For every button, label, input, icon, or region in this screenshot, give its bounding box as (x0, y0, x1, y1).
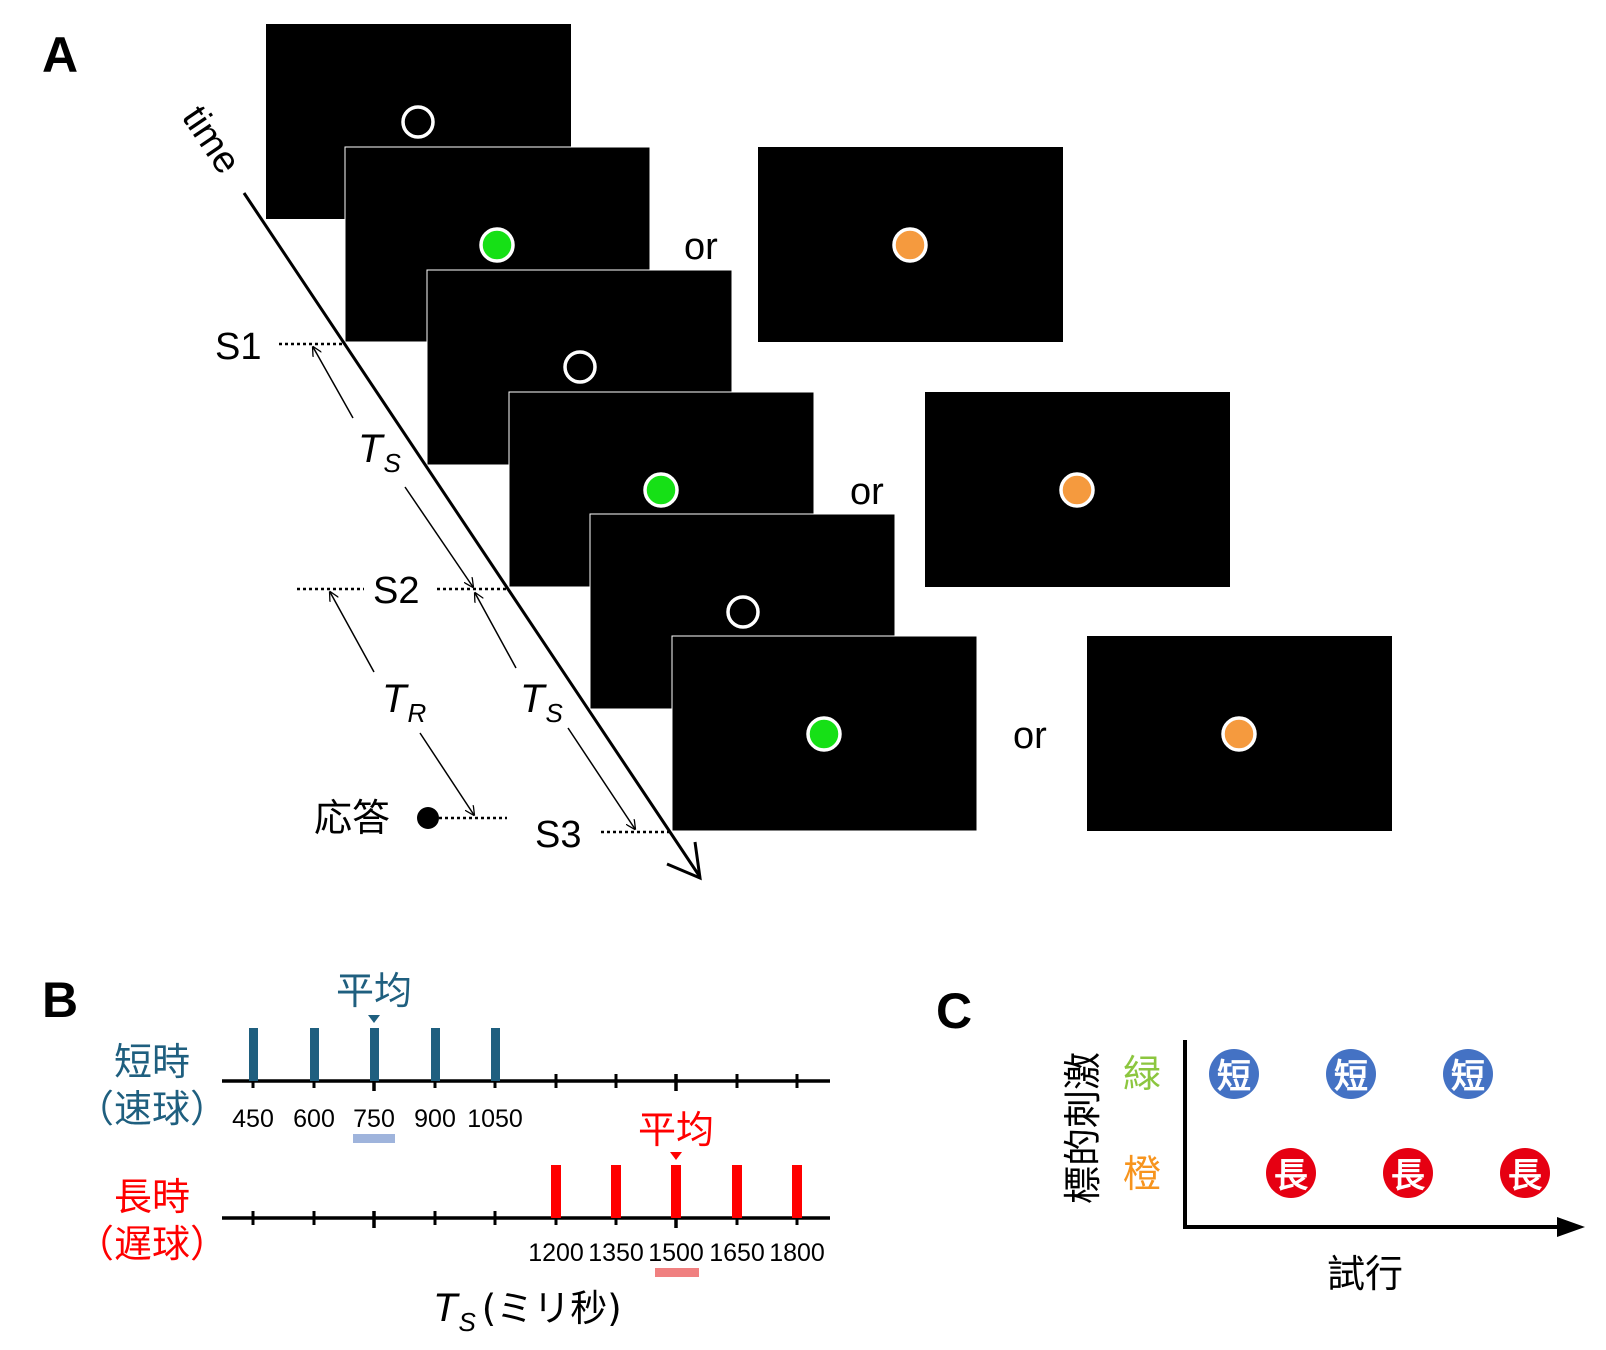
target-frame-1-orange (758, 147, 1063, 342)
short-trial-char: 短 (1334, 1057, 1368, 1097)
fixation-circle-icon (563, 350, 597, 384)
green-target-icon (806, 716, 842, 752)
response-dot-icon (417, 807, 439, 829)
long-bar-1650 (732, 1165, 742, 1218)
long-bar-1800 (792, 1165, 802, 1218)
orange-target-icon (892, 227, 928, 263)
long-tick-label: 1800 (769, 1239, 825, 1267)
long-trial-char: 長 (1274, 1156, 1309, 1196)
green-target-icon (643, 472, 679, 508)
tr-label: TR (382, 677, 426, 728)
short-bar-900 (431, 1028, 440, 1081)
long-bar-1350 (611, 1165, 621, 1218)
short-bars (249, 1028, 500, 1081)
x-axis-arrowhead-icon (1557, 1217, 1585, 1237)
short-mean-label: 平均 (336, 969, 412, 1013)
long-trial-char: 長 (1391, 1156, 1426, 1196)
long-bars (551, 1165, 802, 1218)
short-tick-label: 600 (293, 1105, 335, 1133)
response-label: 応答 (314, 796, 390, 840)
green-row-label: 緑 (1123, 1052, 1161, 1096)
long-label-line2: （遅球） (76, 1222, 228, 1266)
time-arrow (242, 192, 702, 881)
target-frame-3-green (671, 635, 978, 832)
panel-c: C 標的刺激 緑 橙 試行 短 短 短 長 長 (936, 983, 1585, 1296)
long-trial-2: 長 (1383, 1148, 1433, 1198)
short-trial-char: 短 (1217, 1057, 1251, 1097)
short-label-line1: 短時 (114, 1040, 190, 1084)
or-label-1: or (684, 226, 718, 268)
panel-a-letter: A (42, 27, 78, 83)
long-tick-label: 1650 (709, 1239, 765, 1267)
short-tick-label: 750 (353, 1105, 395, 1133)
panel-a: A (42, 24, 1392, 881)
long-trial-1: 長 (1266, 1148, 1316, 1198)
orange-target-icon (1059, 472, 1095, 508)
short-mean-pointer-icon (368, 1015, 380, 1023)
long-bar-1200 (551, 1165, 561, 1218)
long-mean-pointer-icon (670, 1152, 682, 1160)
ts-label-1: TS (358, 427, 401, 478)
ts-label-2: TS (520, 677, 563, 728)
short-bar-750 (370, 1028, 379, 1081)
long-bar-1500 (671, 1165, 681, 1218)
panel-c-y-label: 標的刺激 (1061, 1052, 1105, 1204)
short-mean-underline (353, 1134, 395, 1143)
short-tick-label: 1050 (467, 1105, 523, 1133)
tr-arrow (330, 592, 474, 815)
short-trial-1: 短 (1209, 1049, 1259, 1099)
target-frame-2-orange (925, 392, 1230, 587)
panel-c-letter: C (936, 983, 972, 1039)
long-tick-label: 1350 (588, 1239, 644, 1267)
s1-label: S1 (215, 326, 261, 368)
long-mean-label: 平均 (638, 1108, 714, 1152)
long-trial-char: 長 (1508, 1156, 1543, 1196)
long-tick-label: 1500 (648, 1239, 704, 1267)
short-trial-2: 短 (1326, 1049, 1376, 1099)
short-trial-3: 短 (1443, 1049, 1493, 1099)
orange-target-icon (1221, 716, 1257, 752)
panel-c-axes (1183, 1040, 1585, 1237)
fixation-circle-icon (726, 595, 760, 629)
short-label-line2: （速球） (76, 1087, 228, 1131)
s2-label: S2 (373, 570, 419, 612)
short-bar-450 (249, 1028, 258, 1081)
long-label-line1: 長時 (114, 1175, 190, 1219)
panel-b-letter: B (42, 972, 78, 1028)
short-trial-char: 短 (1451, 1057, 1485, 1097)
or-label-2: or (850, 471, 884, 513)
ts-arrow-2 (475, 593, 635, 829)
s3-label: S3 (535, 814, 581, 856)
green-target-icon (479, 227, 515, 263)
panel-b-axis-title: TS (ミリ秒) (433, 1286, 622, 1337)
fixation-circle-icon (401, 105, 435, 139)
long-mean-underline (655, 1268, 699, 1277)
panel-c-x-label: 試行 (1327, 1252, 1403, 1296)
panel-b: B 短時 （速球） 長時 （遅球） 平均 450 60 (42, 969, 830, 1337)
long-trial-3: 長 (1500, 1148, 1550, 1198)
or-label-3: or (1013, 715, 1047, 757)
short-tick-label: 450 (232, 1105, 274, 1133)
short-bar-1050 (491, 1028, 500, 1081)
long-tick-label: 1200 (528, 1239, 584, 1267)
ts-arrow-1 (313, 347, 473, 587)
short-bar-600 (310, 1028, 319, 1081)
time-label: time (174, 99, 249, 182)
orange-row-label: 橙 (1123, 1152, 1161, 1196)
target-frame-3-orange (1087, 636, 1392, 831)
short-tick-label: 900 (414, 1105, 456, 1133)
